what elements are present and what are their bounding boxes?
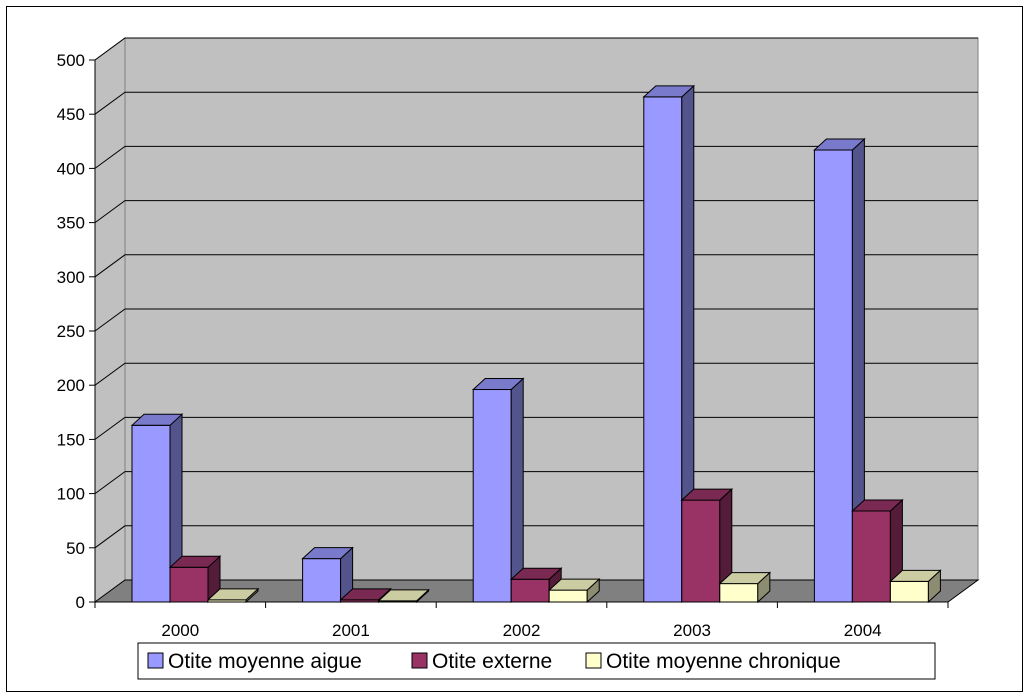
x-tick-label: 2001 [332,621,370,640]
y-tick-label: 150 [57,430,85,449]
bar-top [168,555,222,568]
legend-label: Otite externe [432,650,552,673]
legend-label: Otite moyenne aigue [168,650,362,673]
y-tick-label: 450 [57,105,85,124]
y-tick-label: 200 [57,376,85,395]
bar-top [377,589,430,602]
bar [302,558,342,603]
y-tick-label: 0 [76,593,85,612]
bar [131,424,171,603]
bar-top [851,499,904,512]
legend-label: Otite moyenne chronique [606,650,841,673]
bar [889,580,929,603]
bar-top [718,572,772,585]
y-tick-label: 350 [57,214,85,233]
y-tick-label: 500 [57,51,85,70]
bar-top [642,85,696,98]
bar [169,566,209,603]
y-tick-label: 300 [57,268,85,287]
bar [813,149,853,603]
bar-top [206,588,260,601]
legend-box [137,642,936,680]
y-tick-label: 50 [66,539,85,558]
bar [643,96,683,603]
bar-top [301,547,354,560]
bar [472,389,512,603]
x-tick-label: 2003 [673,621,711,640]
bar-top [889,569,942,582]
bar-top [130,413,184,426]
bar [548,589,588,603]
y-tick-label: 400 [57,159,85,178]
bar [510,578,550,603]
gridline [94,37,978,61]
bar [851,510,891,603]
bar-top [471,378,525,391]
x-tick-label: 2004 [844,621,882,640]
x-tick-label: 2000 [161,621,199,640]
bar-top [339,588,392,601]
x-tick-label: 2002 [503,621,541,640]
legend-swatch [147,652,164,669]
bar [719,583,759,603]
y-tick-label: 250 [57,322,85,341]
y-tick-label: 100 [57,485,85,504]
legend-swatch [585,652,602,669]
bar-top [813,138,866,151]
bar-top [509,567,563,580]
bar [681,499,721,603]
bar-top [547,578,601,591]
legend-swatch [411,652,428,669]
bar-top [680,488,734,501]
bar-side [510,377,524,604]
